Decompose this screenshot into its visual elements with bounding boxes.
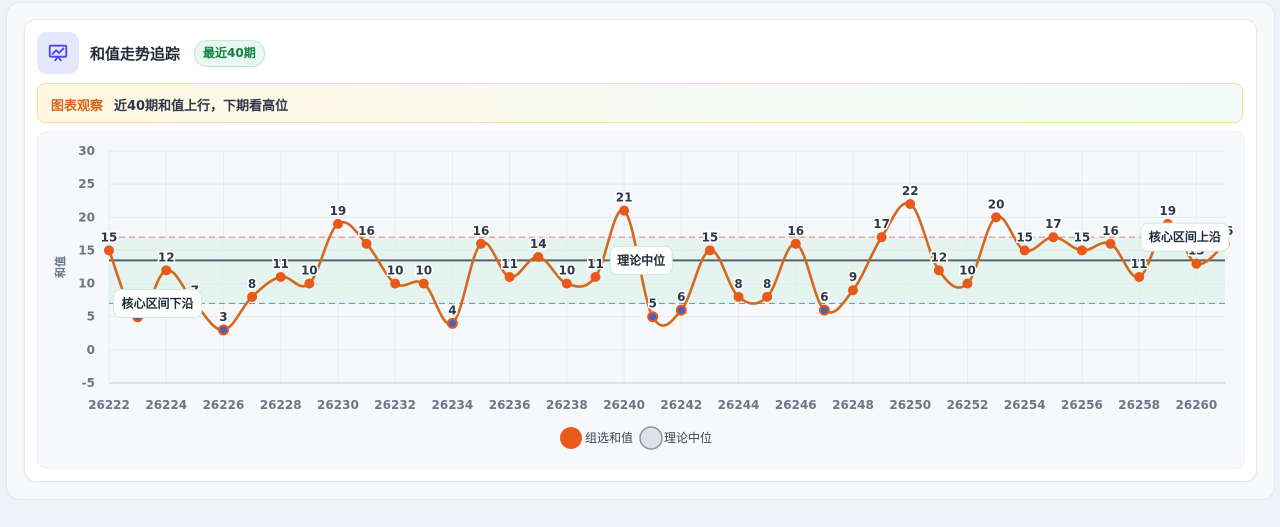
period-badge: 最近40期	[194, 40, 265, 67]
observation-tag: 图表观察	[51, 99, 104, 114]
chart-area	[37, 131, 1245, 469]
observation-text: 近40期和值上行，下期看高位	[114, 99, 289, 114]
chart-card-title: 和值走势追踪	[90, 45, 181, 63]
observation-banner: 图表观察 近40期和值上行，下期看高位	[37, 83, 1243, 123]
presentation-chart-icon	[37, 32, 79, 74]
